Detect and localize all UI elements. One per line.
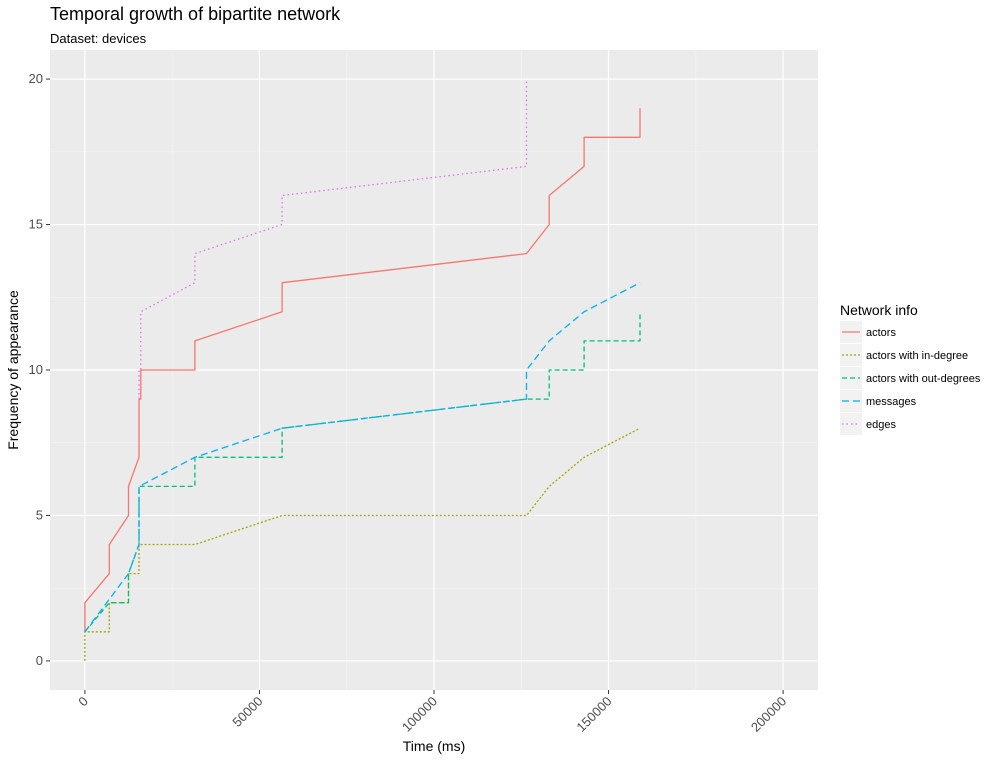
legend-label: messages <box>866 396 917 408</box>
series-line-edges <box>138 79 528 400</box>
y-axis: 0 5 10 15 20 <box>29 71 50 668</box>
y-tick-label: 5 <box>36 507 43 522</box>
legend: Network info actors actors with in-degree… <box>840 302 981 435</box>
x-tick-label: 150000 <box>573 694 614 735</box>
y-tick-label: 15 <box>29 217 43 232</box>
legend-item: messages <box>840 390 917 412</box>
x-axis-title: Time (ms) <box>403 738 465 754</box>
chart-subtitle: Dataset: devices <box>50 31 147 46</box>
x-tick-label: 0 <box>75 694 91 710</box>
x-tick-label: 50000 <box>229 694 265 730</box>
legend-key-background <box>840 390 862 412</box>
legend-label: actors <box>866 327 896 339</box>
y-tick-label: 0 <box>36 653 43 668</box>
legend-label: actors with out-degrees <box>866 373 981 385</box>
y-tick-label: 20 <box>29 71 43 86</box>
y-tick-label: 10 <box>29 362 43 377</box>
legend-label: actors with in-degree <box>866 350 968 362</box>
x-tick-label: 200000 <box>748 694 789 735</box>
chart-title: Temporal growth of bipartite network <box>50 4 341 24</box>
y-axis-title: Frequency of appearance <box>5 290 21 450</box>
legend-item: actors with in-degree <box>840 344 968 366</box>
legend-item: actors with out-degrees <box>840 367 981 389</box>
x-axis: 0 50000 100000 150000 200000 <box>75 690 789 735</box>
series-layer <box>84 79 641 661</box>
series-line-actors-with-out-degrees <box>84 311 641 633</box>
legend-item: actors <box>840 321 896 343</box>
series-line-messages <box>84 282 641 633</box>
x-tick-label: 100000 <box>399 694 440 735</box>
legend-item: edges <box>840 413 896 435</box>
legend-title: Network info <box>840 302 918 318</box>
legend-label: edges <box>866 419 896 431</box>
series-line-actors <box>84 108 641 632</box>
